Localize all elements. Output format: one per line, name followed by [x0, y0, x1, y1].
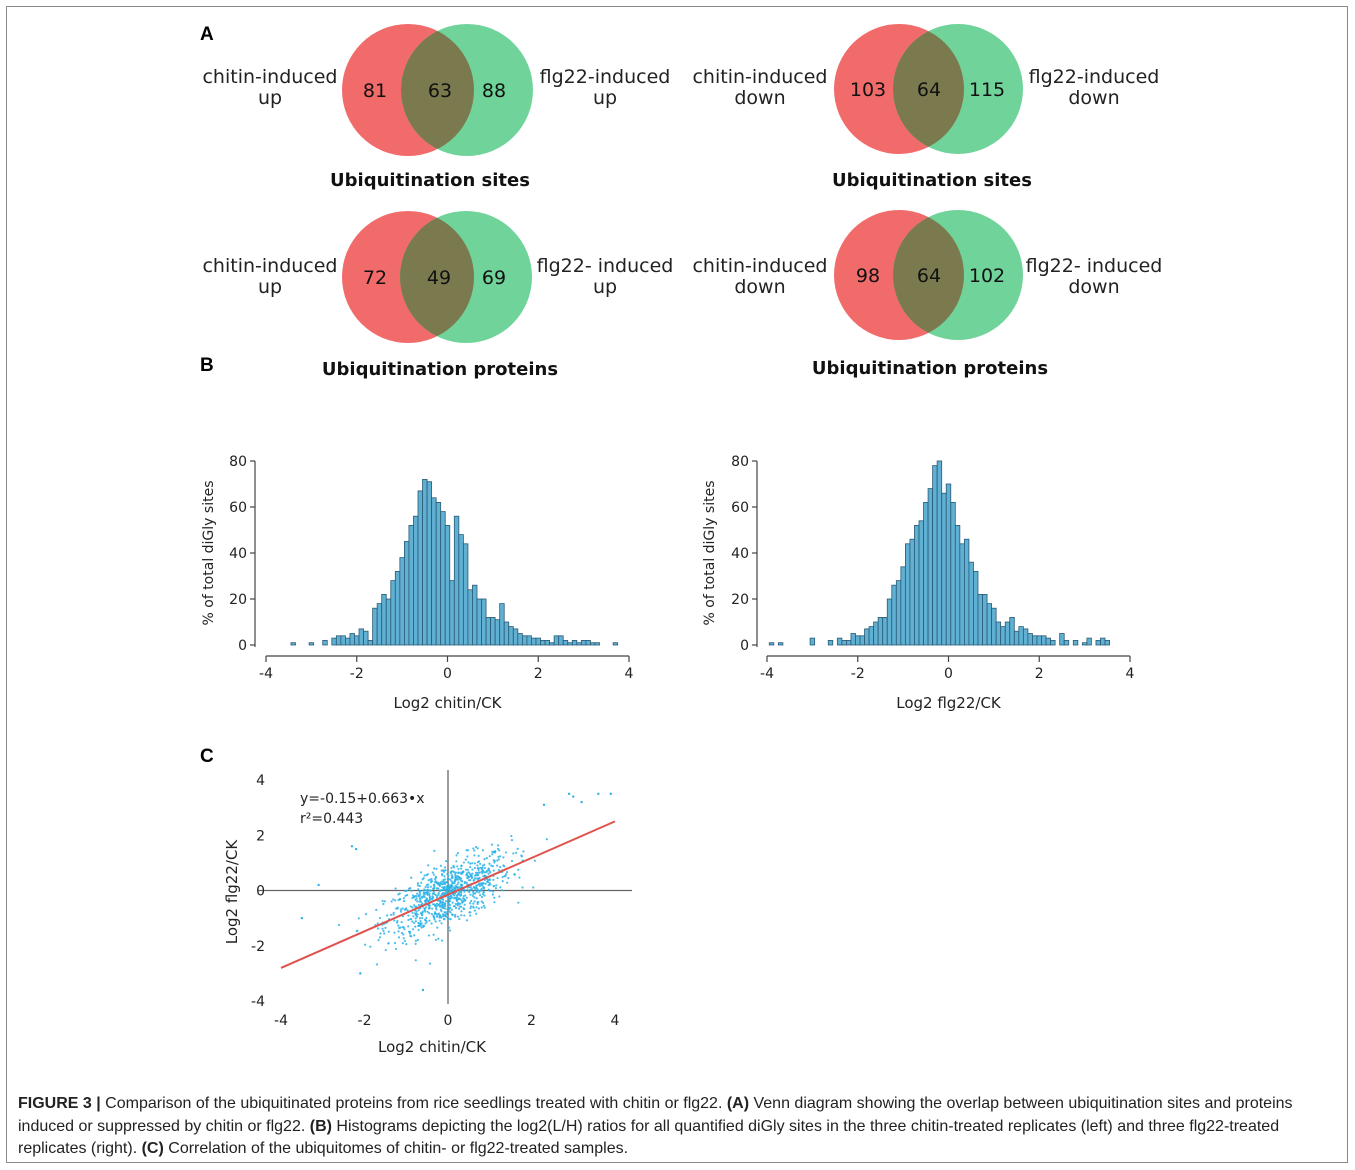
venn-overlap: [401, 24, 474, 156]
caption-text-3: Histograms depicting the log2(L/H) ratio…: [18, 1117, 1280, 1158]
panel-label-b: B: [200, 355, 214, 376]
venn-left-label-line1: chitin-induced: [692, 66, 828, 88]
venn-left-label: chitin-induced up: [200, 67, 340, 109]
venn-left-label-line1: chitin-induced: [202, 66, 338, 88]
venn-left-label-line2: up: [257, 87, 283, 109]
venn-diagram: 72 49 69: [342, 211, 532, 343]
venn-right-label: flg22-induced up: [538, 67, 672, 109]
caption-ref-c: (C): [141, 1140, 164, 1157]
venn-right-count: 69: [482, 267, 506, 289]
venn-right-label-line1: flg22- induced: [536, 255, 674, 277]
venn-left-count: 72: [363, 267, 387, 289]
caption-label: FIGURE 3 |: [18, 1095, 101, 1112]
venn-right-label-line1: flg22- induced: [1025, 255, 1163, 277]
venn-overlap: [893, 24, 964, 154]
venn-overlap-count: 49: [427, 267, 451, 289]
panel-label-c: C: [200, 746, 214, 767]
venn-left-label: chitin-induced up: [200, 256, 340, 298]
venn-left-count: 81: [363, 80, 387, 102]
venn-right-label: flg22-induced down: [1026, 67, 1162, 109]
venn-title: Ubiquitination proteins: [321, 359, 559, 380]
venn-right-count: 115: [969, 79, 1005, 101]
venn-overlap-count: 63: [428, 80, 452, 102]
venn-left-label: chitin-induced down: [690, 256, 830, 298]
venn-right-label: flg22- induced up: [536, 256, 674, 298]
venn-left-label-line1: chitin-induced: [202, 255, 338, 277]
venn-right-label-line2: up: [592, 87, 618, 109]
figure-frame: [6, 6, 1348, 1163]
venn-overlap: [893, 210, 964, 340]
venn-right-label-line2: down: [1068, 87, 1120, 109]
venn-left-label: chitin-induced down: [690, 67, 830, 109]
venn-title: Ubiquitination sites: [832, 170, 1032, 191]
caption-text-1: Comparison of the ubiquitinated proteins…: [100, 1095, 727, 1112]
venn-diagram: 81 63 88: [342, 24, 533, 156]
venn-right-count: 88: [482, 80, 506, 102]
venn-title: Ubiquitination sites: [330, 170, 530, 191]
venn-right-label-line2: down: [1068, 276, 1120, 298]
venn-left-label-line2: down: [734, 276, 786, 298]
venn-right-label-line2: up: [592, 276, 618, 298]
venn-right-label-line1: flg22-induced: [1028, 66, 1160, 88]
venn-diagram: 103 64 115: [834, 24, 1023, 154]
panel-label-a: A: [200, 24, 214, 45]
venn-left-count: 103: [850, 79, 886, 101]
caption-text-4: Correlation of the ubiquitomes of chitin…: [163, 1140, 629, 1157]
venn-left-count: 98: [856, 265, 880, 287]
venn-right-label-line1: flg22-induced: [539, 66, 671, 88]
venn-right-count: 102: [969, 265, 1005, 287]
venn-left-label-line2: up: [257, 276, 283, 298]
caption-ref-a: (A): [726, 1095, 750, 1112]
venn-title: Ubiquitination proteins: [811, 358, 1049, 379]
venn-right-label: flg22- induced down: [1024, 256, 1164, 298]
venn-left-label-line2: down: [734, 87, 786, 109]
venn-overlap-count: 64: [917, 79, 941, 101]
venn-diagram: 98 64 102: [834, 210, 1023, 340]
caption-text-2: Venn diagram showing the overlap between…: [18, 1095, 1293, 1135]
figure-caption: FIGURE 3 | Comparison of the ubiquitinat…: [18, 1093, 1338, 1161]
caption-ref-b: (B): [309, 1117, 332, 1135]
venn-overlap: [400, 211, 474, 343]
venn-left-label-line1: chitin-induced: [692, 255, 828, 277]
venn-overlap-count: 64: [917, 265, 941, 287]
